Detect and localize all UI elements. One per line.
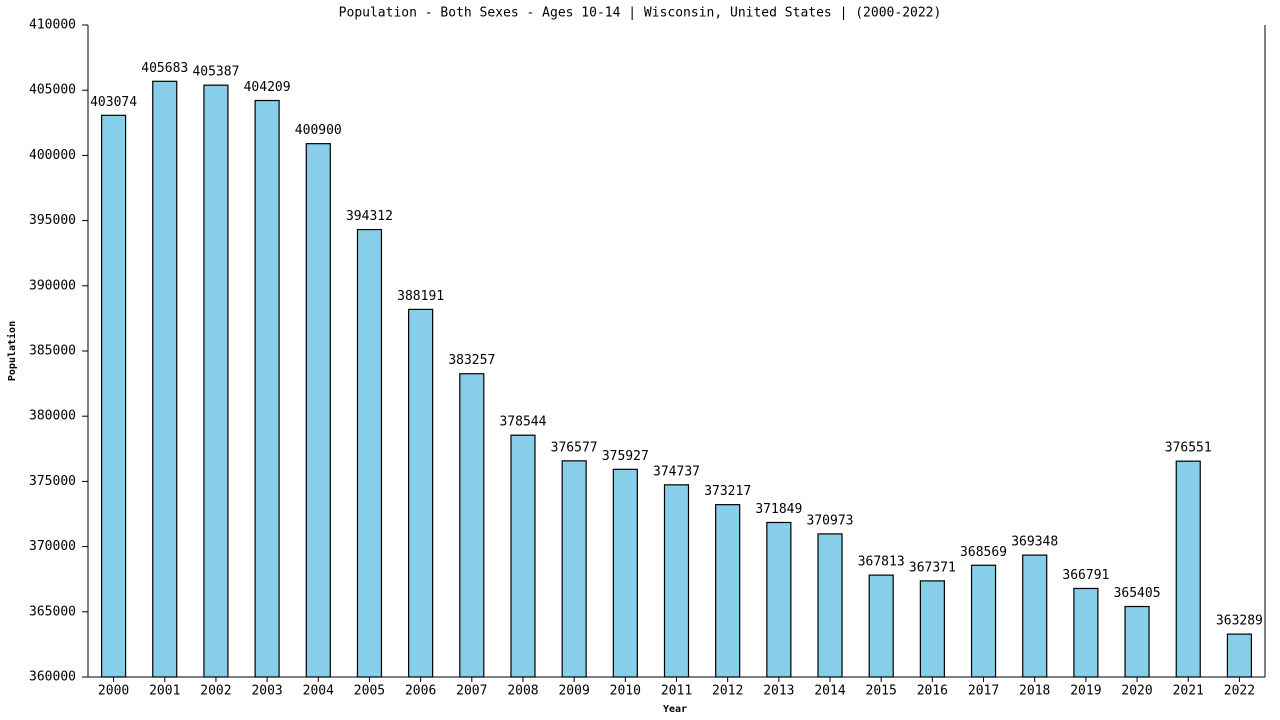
y-tick-label: 385000 [29, 344, 76, 359]
value-label: 405683 [141, 61, 188, 76]
x-tick-label: 2006 [405, 684, 436, 699]
bar [305, 143, 331, 678]
x-tick-label: 2012 [712, 684, 743, 699]
x-axis-label: Year [663, 704, 687, 715]
value-label: 375927 [602, 449, 649, 464]
value-label: 403074 [90, 95, 137, 110]
value-label: 370973 [807, 513, 854, 528]
bar [152, 80, 178, 678]
value-label: 371849 [755, 502, 802, 517]
x-tick-label: 2002 [200, 684, 231, 699]
y-tick-label: 400000 [29, 148, 76, 163]
bar [356, 228, 383, 678]
value-label: 365405 [1114, 586, 1161, 601]
value-label: 405387 [192, 65, 239, 80]
bar [868, 574, 894, 678]
value-label: 369348 [1011, 535, 1058, 550]
bar [254, 99, 280, 678]
x-tick-label: 2018 [1019, 684, 1050, 699]
bar [715, 504, 741, 678]
bar [1226, 633, 1253, 678]
y-tick-label: 370000 [29, 539, 76, 554]
bar [100, 114, 127, 678]
bar [1124, 605, 1150, 678]
x-tick-label: 2013 [763, 684, 794, 699]
bar [203, 84, 229, 678]
bar [510, 434, 536, 678]
value-label: 378544 [499, 415, 546, 430]
y-tick-label: 360000 [29, 670, 76, 685]
bar [663, 484, 690, 678]
bar [817, 533, 843, 678]
y-tick-label: 405000 [29, 83, 76, 98]
value-label: 366791 [1062, 568, 1109, 583]
value-label: 367371 [909, 560, 956, 575]
y-tick-label: 365000 [29, 604, 76, 619]
value-label: 388191 [397, 289, 444, 304]
x-tick-label: 2000 [98, 684, 129, 699]
bar [561, 460, 587, 678]
bar [1175, 460, 1201, 678]
bar [919, 580, 945, 678]
value-label: 373217 [704, 484, 751, 499]
x-tick-label: 2005 [354, 684, 385, 699]
x-tick-label: 2014 [814, 684, 845, 699]
value-label: 400900 [295, 123, 342, 138]
value-label: 404209 [244, 80, 291, 95]
bar [459, 373, 485, 678]
value-label: 376551 [1165, 441, 1212, 456]
value-label: 374737 [653, 464, 700, 479]
value-label: 363289 [1216, 614, 1263, 629]
bar [1073, 587, 1099, 678]
bar [970, 564, 997, 678]
x-tick-label: 2011 [661, 684, 692, 699]
x-tick-label: 2021 [1173, 684, 1204, 699]
x-tick-label: 2010 [610, 684, 641, 699]
x-tick-label: 2017 [968, 684, 999, 699]
bar [766, 521, 792, 678]
y-axis-label: Population [6, 321, 18, 381]
x-tick-label: 2009 [558, 684, 589, 699]
value-label: 376577 [551, 440, 598, 455]
x-tick-label: 2004 [303, 684, 334, 699]
x-tick-label: 2016 [917, 684, 948, 699]
y-tick-label: 395000 [29, 213, 76, 228]
chart-title: Population - Both Sexes - Ages 10-14 | W… [339, 6, 942, 21]
x-tick-label: 2020 [1121, 684, 1152, 699]
bar [1022, 554, 1048, 678]
value-label: 394312 [346, 209, 393, 224]
y-tick-label: 375000 [29, 474, 76, 489]
x-tick-label: 2015 [866, 684, 897, 699]
x-tick-label: 2019 [1070, 684, 1101, 699]
x-tick-label: 2001 [149, 684, 180, 699]
bar [408, 308, 434, 678]
x-tick-label: 2008 [507, 684, 538, 699]
x-tick-label: 2003 [251, 684, 282, 699]
x-tick-label: 2007 [456, 684, 487, 699]
y-tick-label: 410000 [29, 18, 76, 33]
value-label: 368569 [960, 545, 1007, 560]
value-label: 367813 [858, 555, 905, 570]
y-tick-label: 390000 [29, 278, 76, 293]
value-label: 383257 [448, 353, 495, 368]
x-tick-label: 2022 [1224, 684, 1255, 699]
y-tick-label: 380000 [29, 409, 76, 424]
bar [612, 468, 638, 678]
